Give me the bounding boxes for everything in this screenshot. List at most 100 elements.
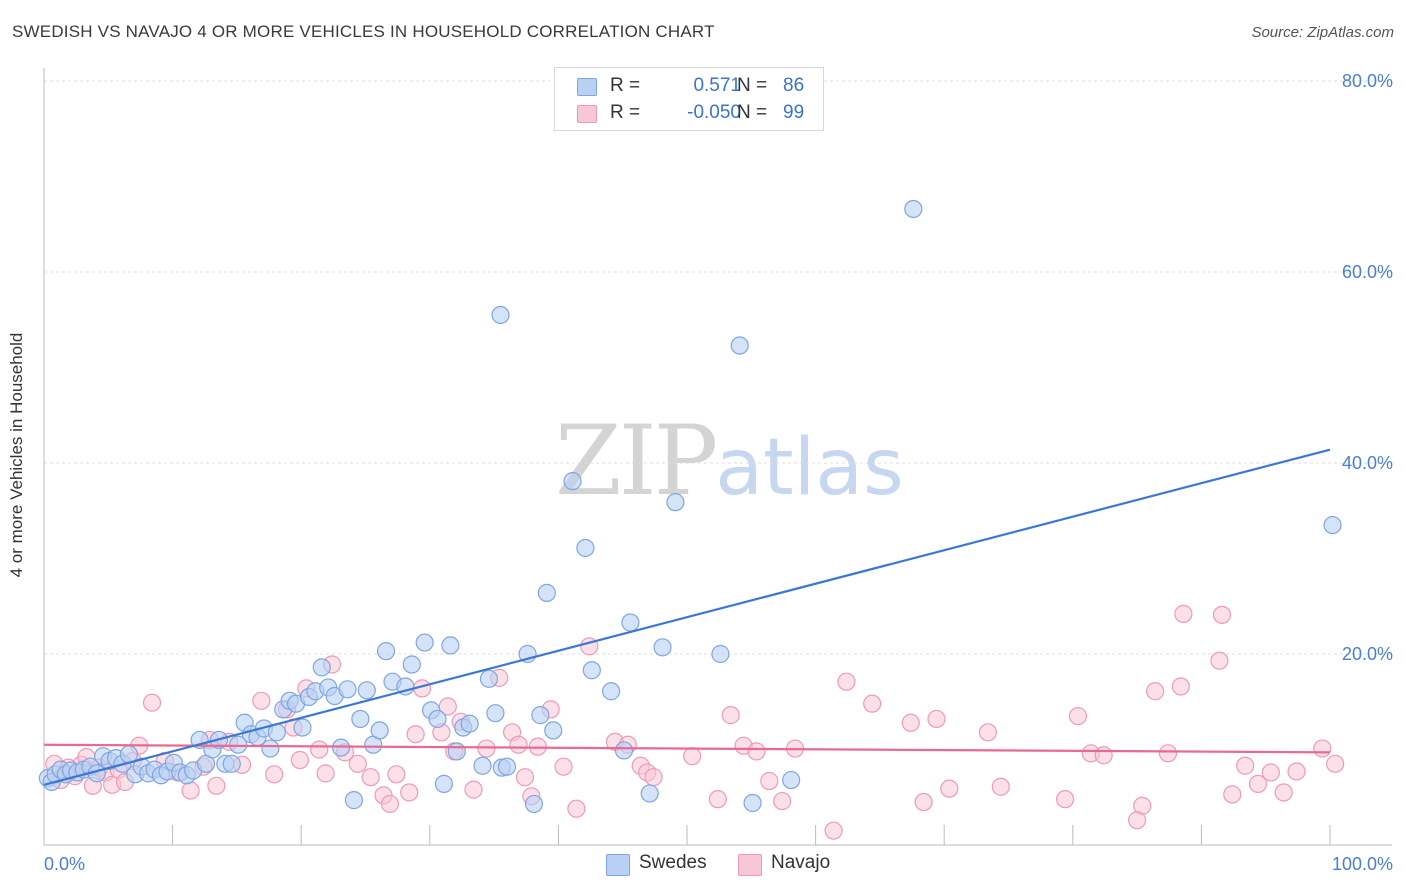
navajo-point: [1236, 756, 1255, 775]
legend-r-label: R =: [610, 102, 641, 123]
swedes-point: [621, 613, 640, 632]
navajo-point: [310, 740, 329, 759]
swedes-point: [376, 642, 396, 661]
legend-row-swedes: R = 0.571 N = 86: [577, 75, 817, 99]
legend-row-navajo: R = -0.050 N = 99: [577, 102, 817, 126]
swedes-point: [730, 336, 749, 355]
navajo-point: [348, 754, 367, 773]
swedes-point: [261, 739, 280, 758]
legend-r-value: 0.571: [693, 75, 741, 96]
swedes-point: [222, 754, 241, 773]
navajo-point: [1171, 677, 1190, 696]
navajo-point: [252, 691, 271, 710]
y-tick-label: 80.0%: [1342, 71, 1393, 91]
axes: [43, 68, 1392, 846]
swedes-point: [312, 658, 331, 677]
legend-swatch-navajo: [577, 105, 597, 123]
navajo-point: [1174, 604, 1193, 623]
swedes-point: [614, 741, 634, 760]
navajo-point: [1326, 754, 1345, 773]
navajo-point: [991, 777, 1010, 796]
navajo-point: [914, 792, 933, 812]
navajo-point: [1094, 746, 1113, 765]
legend-swatch-swedes: [577, 78, 597, 96]
navajo-point: [708, 790, 727, 809]
y-tick-label: 60.0%: [1342, 262, 1393, 282]
navajo-point: [1248, 774, 1268, 793]
navajo-point: [515, 768, 535, 787]
navajo-point: [940, 779, 959, 798]
navajo-point: [683, 747, 702, 766]
swedes-legend-label: Swedes: [639, 852, 707, 873]
navajo-point: [773, 791, 792, 811]
navajo-point: [1158, 744, 1178, 763]
swedes-point: [711, 644, 730, 664]
navajo-point: [1261, 763, 1280, 782]
navajo-point: [207, 776, 226, 795]
swedes-trend-line: [43, 448, 1331, 786]
x-tick-label: 100.0%: [1332, 854, 1393, 874]
navajo-point: [760, 771, 779, 791]
swedes-point: [473, 756, 492, 775]
navajo-point: [265, 765, 284, 784]
navajo-point: [1287, 762, 1306, 781]
navajo-legend-label: Navajo: [771, 852, 831, 873]
swedes-point: [428, 709, 447, 729]
trend-lines: [43, 448, 1331, 786]
swedes-point: [486, 704, 505, 723]
navajo-point: [1274, 783, 1293, 802]
grid-lines: [44, 80, 1392, 655]
legend-n-label: N =: [737, 75, 768, 96]
swedes-points: [38, 199, 1342, 814]
swedes-point: [904, 199, 923, 219]
swedes-point: [743, 793, 762, 813]
swedes-point: [576, 538, 595, 558]
swedes-point: [640, 784, 659, 803]
swedes-point: [479, 669, 499, 688]
legend-n-label: N =: [737, 102, 768, 123]
swedes-point: [402, 655, 421, 674]
swedes-point: [229, 735, 248, 754]
navajo-swatch: [738, 854, 762, 876]
navajo-point: [316, 764, 335, 783]
navajo-point: [1127, 811, 1147, 830]
navajo-point: [1212, 605, 1232, 624]
swedes-point: [357, 681, 376, 700]
swedes-point: [1323, 515, 1342, 535]
y-tick-label: 40.0%: [1342, 453, 1393, 473]
legend-r-label: R =: [610, 75, 641, 96]
navajo-point: [1055, 790, 1075, 809]
swedes-point: [460, 714, 479, 733]
swedes-point: [537, 583, 556, 602]
swedes-point: [531, 706, 550, 725]
navajo-point: [380, 794, 400, 814]
navajo-point: [1068, 706, 1088, 726]
series-legend: Swedes Navajo: [606, 852, 866, 876]
navajo-point: [477, 739, 496, 758]
navajo-trend-line: [43, 743, 1331, 754]
swedes-point: [653, 638, 672, 657]
navajo-point: [1223, 785, 1242, 804]
navajo-point: [1210, 651, 1229, 670]
legend-n-value: 86: [783, 75, 805, 96]
swedes-point: [293, 718, 312, 737]
navajo-point: [721, 706, 740, 725]
swedes-swatch: [606, 854, 630, 876]
swedes-point: [602, 682, 621, 701]
x-tick-label: 0.0%: [44, 854, 85, 874]
navajo-point: [290, 750, 310, 770]
navajo-point: [837, 672, 856, 691]
swedes-point: [544, 721, 563, 740]
navajo-point: [387, 765, 406, 784]
navajo-point: [464, 780, 483, 799]
navajo-point: [863, 694, 882, 713]
navajo-point: [181, 781, 200, 800]
swedes-point: [666, 493, 685, 512]
swedes-point: [497, 757, 517, 776]
navajo-point: [927, 709, 946, 729]
legend-r-value: -0.050: [687, 102, 741, 123]
navajo-point: [901, 713, 920, 732]
source-label: Source: ZipAtlas.com: [1251, 24, 1394, 41]
navajo-point: [747, 742, 766, 761]
